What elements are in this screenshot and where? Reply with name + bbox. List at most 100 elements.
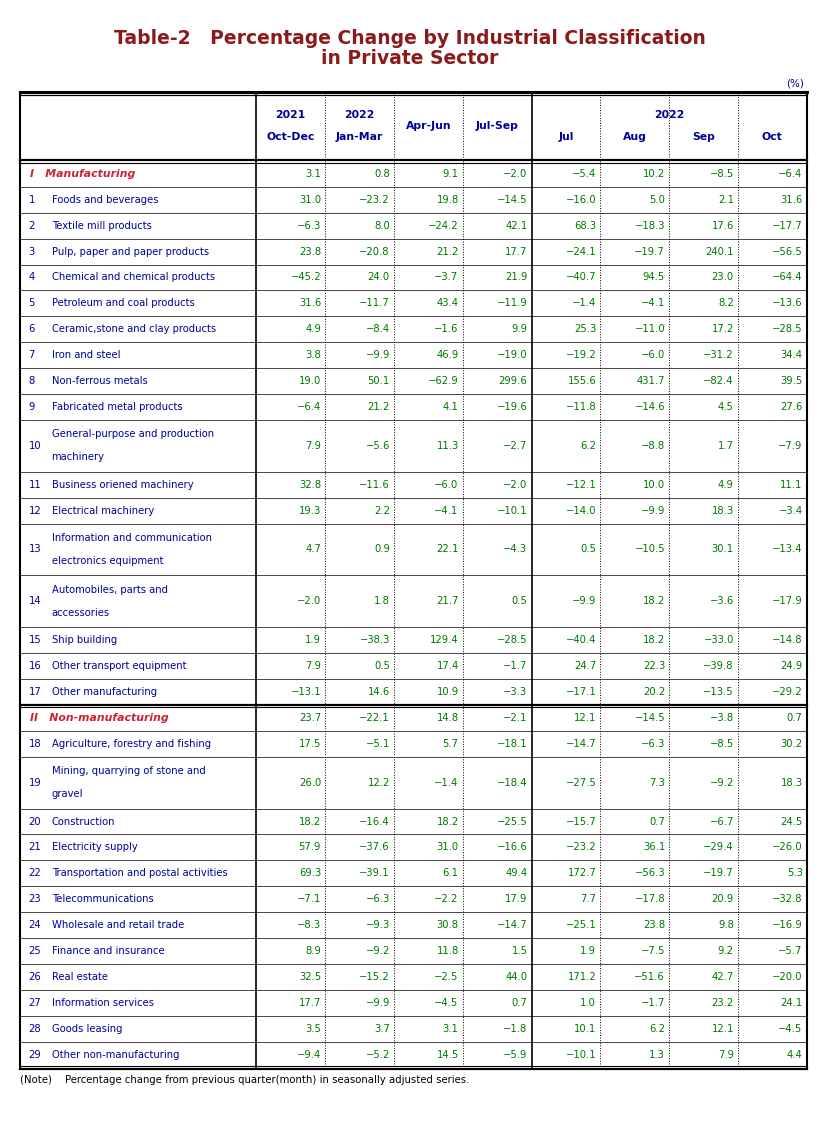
- Text: −17.1: −17.1: [565, 687, 596, 698]
- Text: 69.3: 69.3: [299, 868, 321, 879]
- Text: Agriculture, forestry and fishing: Agriculture, forestry and fishing: [52, 739, 210, 749]
- Text: 1.3: 1.3: [649, 1050, 665, 1060]
- Text: 24.0: 24.0: [368, 272, 390, 282]
- Text: 10.2: 10.2: [643, 169, 665, 179]
- Text: 24.5: 24.5: [781, 817, 803, 827]
- Text: 13: 13: [29, 544, 41, 555]
- Text: −14.5: −14.5: [635, 713, 665, 723]
- Text: −26.0: −26.0: [772, 843, 803, 853]
- Text: 68.3: 68.3: [574, 220, 596, 231]
- Text: 3.5: 3.5: [305, 1024, 321, 1034]
- Text: 1.0: 1.0: [581, 998, 596, 1008]
- Text: 11: 11: [29, 479, 42, 489]
- Text: 0.7: 0.7: [512, 998, 527, 1008]
- Text: 42.1: 42.1: [505, 220, 527, 231]
- Text: −6.0: −6.0: [434, 479, 459, 489]
- Text: −29.2: −29.2: [771, 687, 803, 698]
- Text: 1.9: 1.9: [580, 946, 596, 956]
- Text: 0.7: 0.7: [649, 817, 665, 827]
- Text: 22.1: 22.1: [437, 544, 459, 555]
- Text: 21: 21: [29, 843, 42, 853]
- Text: 30.2: 30.2: [781, 739, 803, 749]
- Text: Automobiles, parts and: Automobiles, parts and: [52, 585, 168, 595]
- Text: 11.1: 11.1: [781, 479, 803, 489]
- Text: Business oriened machinery: Business oriened machinery: [52, 479, 193, 489]
- Text: −62.9: −62.9: [428, 376, 459, 386]
- Text: 17.7: 17.7: [505, 246, 527, 256]
- Text: −14.7: −14.7: [497, 920, 527, 930]
- Text: −15.2: −15.2: [359, 972, 390, 982]
- Text: 16: 16: [29, 662, 42, 672]
- Text: −17.9: −17.9: [771, 596, 803, 606]
- Text: 7.3: 7.3: [649, 777, 665, 787]
- Text: 22.3: 22.3: [643, 662, 665, 672]
- Text: −9.9: −9.9: [365, 350, 390, 360]
- Text: −13.5: −13.5: [704, 687, 734, 698]
- Text: 18.2: 18.2: [643, 636, 665, 645]
- Text: 8.9: 8.9: [305, 946, 321, 956]
- Text: 44.0: 44.0: [505, 972, 527, 982]
- Text: −5.1: −5.1: [365, 739, 390, 749]
- Text: 0.5: 0.5: [512, 596, 527, 606]
- Text: −2.0: −2.0: [296, 596, 321, 606]
- Text: 18.2: 18.2: [299, 817, 321, 827]
- Text: Ceramic,stone and clay products: Ceramic,stone and clay products: [52, 324, 215, 334]
- Text: 2022: 2022: [654, 110, 685, 119]
- Text: −11.0: −11.0: [635, 324, 665, 334]
- Text: 21.9: 21.9: [505, 272, 527, 282]
- Text: 19.3: 19.3: [299, 505, 321, 515]
- Text: −15.7: −15.7: [565, 817, 596, 827]
- Text: Ship building: Ship building: [52, 636, 117, 645]
- Text: −3.8: −3.8: [710, 713, 734, 723]
- Text: 0.5: 0.5: [374, 662, 390, 672]
- Text: 7.9: 7.9: [305, 441, 321, 451]
- Text: Textile mill products: Textile mill products: [52, 220, 152, 231]
- Text: −8.4: −8.4: [366, 324, 390, 334]
- Text: −9.2: −9.2: [709, 777, 734, 787]
- Text: 24.1: 24.1: [781, 998, 803, 1008]
- Text: −16.4: −16.4: [360, 817, 390, 827]
- Text: 14.5: 14.5: [437, 1050, 459, 1060]
- Text: −31.2: −31.2: [704, 350, 734, 360]
- Text: −28.5: −28.5: [497, 636, 527, 645]
- Text: 57.9: 57.9: [299, 843, 321, 853]
- Text: 240.1: 240.1: [705, 246, 734, 256]
- Text: 19.0: 19.0: [299, 376, 321, 386]
- Text: −38.3: −38.3: [360, 636, 390, 645]
- Text: 2.1: 2.1: [717, 195, 734, 205]
- Text: −2.7: −2.7: [503, 441, 527, 451]
- Text: −9.3: −9.3: [365, 920, 390, 930]
- Text: 0.9: 0.9: [374, 544, 390, 555]
- Text: 14.6: 14.6: [368, 687, 390, 698]
- Text: 31.6: 31.6: [781, 195, 803, 205]
- Text: 27.6: 27.6: [781, 402, 803, 412]
- Text: 0.5: 0.5: [581, 544, 596, 555]
- Text: −14.5: −14.5: [497, 195, 527, 205]
- Text: −6.3: −6.3: [640, 739, 665, 749]
- Text: −25.5: −25.5: [496, 817, 527, 827]
- Text: −39.1: −39.1: [360, 868, 390, 879]
- Text: 21.2: 21.2: [437, 246, 459, 256]
- Text: 31.6: 31.6: [299, 298, 321, 308]
- Text: −64.4: −64.4: [772, 272, 803, 282]
- Text: Telecommunications: Telecommunications: [52, 894, 153, 904]
- Text: Apr-Jun: Apr-Jun: [405, 122, 451, 130]
- Text: Jul: Jul: [559, 133, 573, 142]
- Text: −3.4: −3.4: [779, 505, 803, 515]
- Text: −7.1: −7.1: [296, 894, 321, 904]
- Text: 19.8: 19.8: [437, 195, 459, 205]
- Text: −6.7: −6.7: [709, 817, 734, 827]
- Text: −3.3: −3.3: [504, 687, 527, 698]
- Text: 18.3: 18.3: [712, 505, 734, 515]
- Text: −2.0: −2.0: [503, 479, 527, 489]
- Text: 10: 10: [29, 441, 41, 451]
- Text: 7.9: 7.9: [717, 1050, 734, 1060]
- Text: 1.7: 1.7: [717, 441, 734, 451]
- Text: Oct-Dec: Oct-Dec: [266, 133, 315, 142]
- Text: 2021: 2021: [276, 110, 305, 119]
- Text: −37.6: −37.6: [360, 843, 390, 853]
- Text: Chemical and chemical products: Chemical and chemical products: [52, 272, 215, 282]
- Text: 171.2: 171.2: [568, 972, 596, 982]
- Text: −5.7: −5.7: [778, 946, 803, 956]
- Text: −13.1: −13.1: [291, 687, 321, 698]
